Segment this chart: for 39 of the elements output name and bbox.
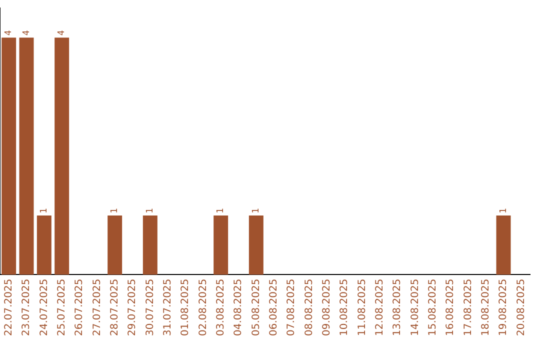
x-tick-label: 09.08.2025 xyxy=(321,278,332,336)
data-label: 1 xyxy=(146,208,156,214)
data-label: 4 xyxy=(4,30,14,36)
data-label: 4 xyxy=(22,30,32,36)
x-tick-label: 02.08.2025 xyxy=(198,278,209,336)
x-tick-label: 03.08.2025 xyxy=(215,278,226,336)
x-tick-label: 31.07.2025 xyxy=(162,278,174,336)
x-tick-label: 11.08.2025 xyxy=(356,278,368,336)
x-tick-label: 25.07.2025 xyxy=(56,278,68,336)
data-label: 1 xyxy=(216,208,226,214)
x-tick-label: 20.08.2025 xyxy=(516,278,527,336)
x-tick-label: 15.08.2025 xyxy=(427,278,438,336)
data-label: 4 xyxy=(57,30,68,36)
x-tick-label: 04.08.2025 xyxy=(233,278,244,336)
x-tick-label: 27.07.2025 xyxy=(92,278,103,336)
data-label: 1 xyxy=(252,208,262,214)
data-label: 1 xyxy=(40,208,50,214)
x-tick-label: 01.08.2025 xyxy=(180,278,192,336)
x-tick-label: 23.07.2025 xyxy=(21,278,32,336)
data-label: 1 xyxy=(498,208,509,214)
x-tick-label: 30.07.2025 xyxy=(144,278,156,336)
x-tick-label: 14.08.2025 xyxy=(410,278,421,336)
x-tick-label: 05.08.2025 xyxy=(250,278,262,336)
x-tick-label: 13.08.2025 xyxy=(392,278,404,336)
x-tick-label: 17.08.2025 xyxy=(462,278,474,336)
x-tick-label: 07.08.2025 xyxy=(286,278,298,336)
x-tick-label: 28.07.2025 xyxy=(109,278,120,336)
x-tick-label: 24.07.2025 xyxy=(38,278,50,336)
x-tick-label: 26.07.2025 xyxy=(74,278,86,336)
x-tick-label: 19.08.2025 xyxy=(498,278,510,336)
x-tick-label: 06.08.2025 xyxy=(268,278,280,336)
x-tick-label: 29.07.2025 xyxy=(127,278,138,336)
x-tick-label: 16.08.2025 xyxy=(445,278,456,336)
x-tick-label: 22.07.2025 xyxy=(3,278,14,336)
x-tick-label: 18.08.2025 xyxy=(480,278,492,336)
x-tick-label: 08.08.2025 xyxy=(304,278,315,336)
x-tick-label: 10.08.2025 xyxy=(339,278,350,336)
data-label: 1 xyxy=(110,208,120,214)
x-tick-label: 12.08.2025 xyxy=(374,278,386,336)
